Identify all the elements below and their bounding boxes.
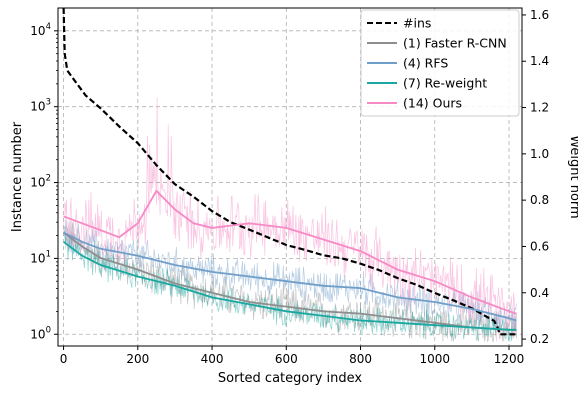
- legend-label: (4) RFS: [403, 56, 448, 71]
- legend-box: [360, 9, 520, 117]
- y-left-tick-label: 104: [30, 22, 51, 38]
- plot-frame: [57, 7, 523, 347]
- y-right-tick-label: 1.0: [530, 147, 549, 161]
- y-right-tick-label: 0.4: [530, 286, 549, 300]
- y-axis-left: 100 101 102 103 104: [30, 22, 58, 341]
- y-right-tick-label: 0.2: [530, 332, 549, 346]
- x-tick-label: 400: [201, 352, 224, 366]
- legend-label: (1) Faster R-CNN: [403, 36, 507, 51]
- series-lines: [62, 7, 517, 336]
- y-right-tick-label: 0.8: [530, 193, 549, 207]
- x-axis-label: Sorted category index: [218, 371, 362, 386]
- legend-label: #ins: [403, 16, 431, 31]
- y-right-tick-label: 1.6: [530, 8, 549, 22]
- x-tick-label: 800: [349, 352, 372, 366]
- series-line: [63, 231, 517, 322]
- x-tick-label: 200: [126, 352, 149, 366]
- y-left-tick-label: 103: [30, 98, 51, 114]
- series-line: [63, 189, 517, 315]
- y-left-tick-label: 101: [30, 249, 51, 265]
- legend: #ins (1) Faster R-CNN (4) RFS (7) Re-weight…: [360, 9, 520, 117]
- y-right-tick-label: 0.6: [530, 239, 549, 253]
- y-right-tick-label: 1.4: [530, 54, 549, 68]
- y-axis-right-label: Weight norm: [567, 135, 578, 218]
- legend-label: (7) Re-weight: [403, 76, 487, 91]
- y-left-tick-label: 100: [30, 325, 51, 341]
- legend-label: (14) Ours: [403, 96, 462, 111]
- y-axis-right: 0.2 0.4 0.6 0.8 1.0 1.2 1.4 1.6: [522, 8, 549, 346]
- x-axis: 0 200 400 600 800 1000 1200: [60, 346, 525, 366]
- x-tick-label: 1000: [419, 352, 450, 366]
- x-tick-label: 0: [60, 352, 68, 366]
- series-line: [63, 241, 517, 331]
- series-noise-band: [63, 97, 517, 342]
- y-axis-left-label: Instance number: [10, 121, 25, 232]
- x-tick-label: 600: [275, 352, 298, 366]
- y-right-tick-label: 1.2: [530, 101, 549, 115]
- y-left-tick-label: 102: [30, 174, 51, 190]
- series-noise-band: [63, 231, 517, 342]
- x-tick-label: 1200: [494, 352, 525, 366]
- series-line: [62, 7, 517, 336]
